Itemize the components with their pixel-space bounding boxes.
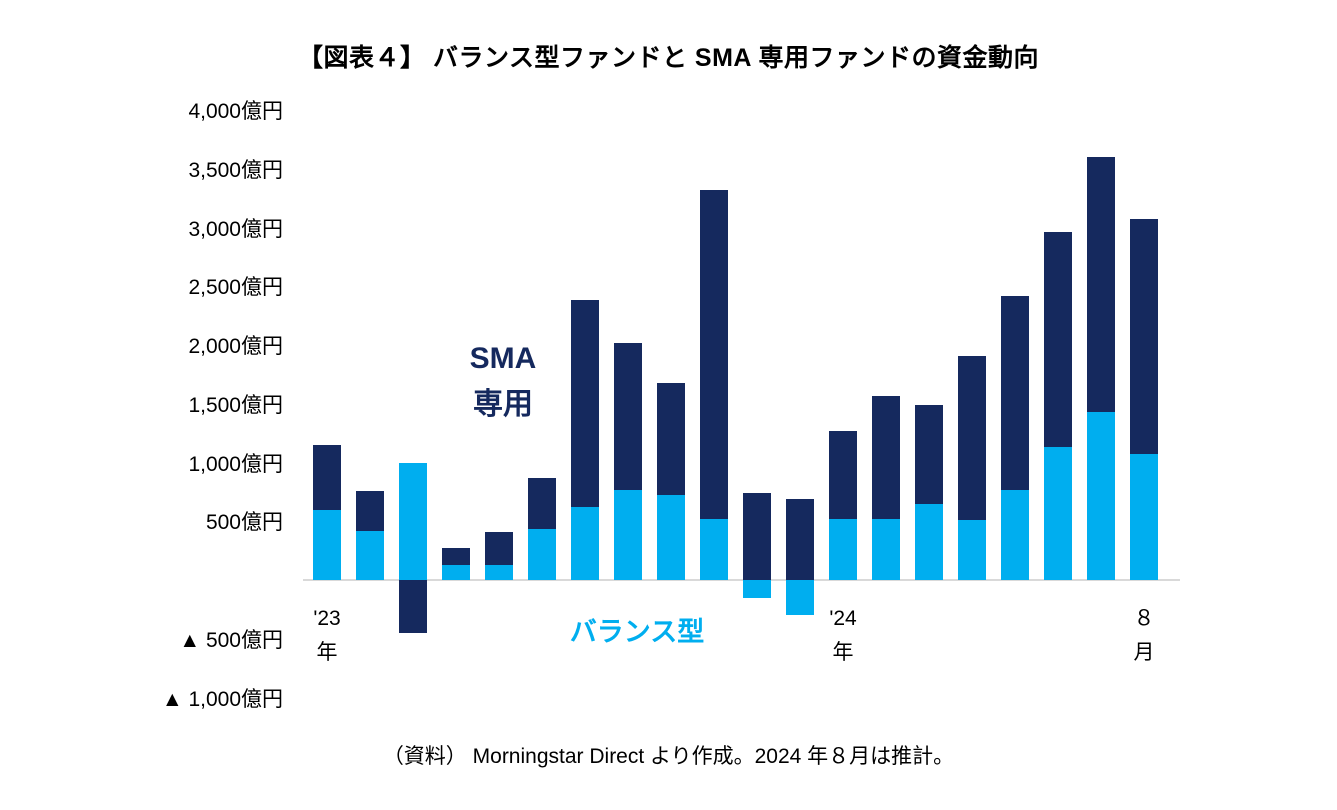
x-axis-tick-line1: ８	[1133, 607, 1155, 630]
bar-segment-sma	[571, 300, 599, 508]
bar-segment-sma	[528, 477, 556, 530]
bar-segment-sma	[1087, 157, 1115, 412]
bar-segment-balance	[399, 462, 427, 580]
bar-segment-sma	[1130, 219, 1158, 455]
bar-segment-balance	[915, 503, 943, 580]
bar-segment-sma	[657, 382, 685, 496]
y-axis-tick-label: 3,000億円	[188, 217, 283, 241]
bar-segment-sma	[399, 580, 427, 633]
bar-segment-sma	[958, 355, 986, 521]
y-axis-tick-label: ▲ 500億円	[179, 628, 283, 652]
bar-segment-balance	[1130, 454, 1158, 580]
bar-segment-balance	[614, 489, 642, 580]
sma-series-label-line1: SMA	[469, 342, 537, 375]
bar-segment-balance	[1044, 447, 1072, 580]
x-axis-tick-line1: '23	[313, 607, 341, 630]
y-axis-tick-label: 2,000億円	[188, 335, 283, 358]
bar-segment-balance	[700, 518, 728, 580]
balance-series-label: バランス型	[569, 617, 705, 647]
bar-segment-balance	[657, 495, 685, 580]
y-axis-tick-label: ▲ 1,000億円	[161, 687, 283, 711]
bar-segment-sma	[313, 444, 341, 510]
sma-series-label-line2: 専用	[473, 388, 533, 421]
bar-segment-balance	[829, 518, 857, 580]
bar-segment-balance	[571, 507, 599, 580]
bar-segment-sma	[1001, 295, 1029, 490]
bar-segment-balance	[356, 530, 384, 580]
bar-segment-sma	[1044, 232, 1072, 448]
x-axis-tick-line2: 月	[1133, 641, 1155, 664]
bar-segment-sma	[915, 404, 943, 504]
x-axis-tick-line2: 年	[316, 641, 338, 664]
chart-title: 【図表４】 バランス型ファンドと SMA 専用ファンドの資金動向	[298, 44, 1039, 72]
bar-segment-balance	[485, 564, 513, 580]
bar-segment-balance	[743, 580, 771, 598]
x-axis-tick-line2: 年	[832, 641, 854, 664]
bar-segment-sma	[356, 490, 384, 531]
sma-series-label: SMA 専用	[428, 336, 578, 428]
bar-segment-sma	[786, 498, 814, 580]
bar-segment-sma	[485, 531, 513, 565]
bar-segment-balance	[442, 564, 470, 580]
x-axis-tick-label: '24 年	[803, 602, 883, 670]
x-axis-line	[303, 579, 1180, 581]
bar-segment-balance	[313, 509, 341, 580]
bar-segment-sma	[442, 548, 470, 565]
x-axis-tick-label: '23 年	[287, 602, 367, 670]
y-axis-tick-label: 3,500億円	[188, 158, 283, 182]
bar-segment-balance	[786, 580, 814, 616]
bar-segment-balance	[528, 529, 556, 580]
y-axis-tick-label: 1,000億円	[188, 452, 283, 476]
bar-segment-balance	[1001, 489, 1029, 580]
y-axis-tick-label: 1,500億円	[188, 393, 283, 417]
source-caption: （資料） Morningstar Direct より作成。2024 年８月は推計…	[382, 745, 955, 768]
bar-segment-balance	[1087, 411, 1115, 580]
y-axis-tick-label: 500億円	[205, 511, 283, 535]
y-axis-tick-label: 4,000億円	[188, 100, 283, 123]
bar-segment-balance	[872, 518, 900, 580]
bar-segment-sma	[614, 342, 642, 490]
bar-segment-sma	[743, 493, 771, 580]
bar-segment-sma	[872, 395, 900, 519]
bar-segment-sma	[829, 430, 857, 519]
x-axis-tick-line1: '24	[829, 607, 857, 630]
bar-segment-sma	[700, 189, 728, 519]
bar-segment-balance	[958, 520, 986, 580]
y-axis-tick-label: 2,500億円	[188, 276, 283, 300]
